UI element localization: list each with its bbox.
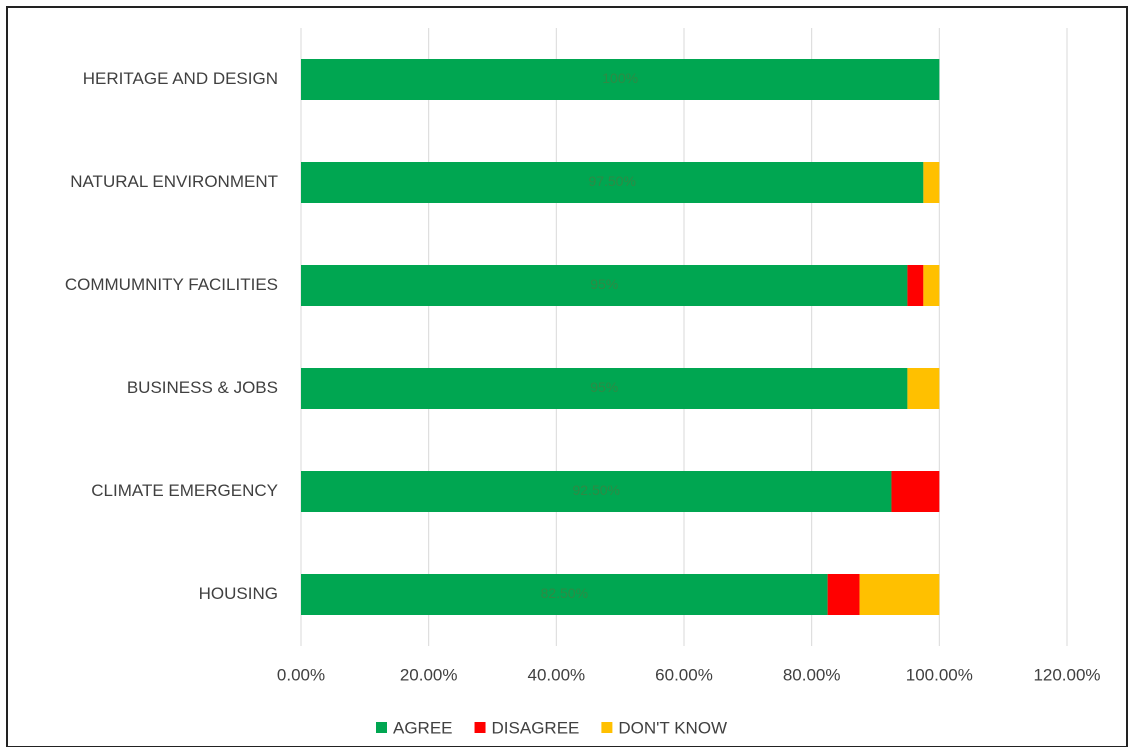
data-label: 95% [590, 276, 618, 292]
data-label: 92.50% [572, 482, 619, 498]
bar-segment [891, 471, 940, 512]
legend-label: DON'T KNOW [618, 718, 727, 737]
bar-segment [301, 574, 828, 615]
bar-segment [907, 368, 940, 409]
bar-segment [827, 574, 860, 615]
x-tick-label: 60.00% [655, 665, 713, 684]
x-tick-label: 40.00% [527, 665, 585, 684]
data-label: 100% [602, 70, 638, 86]
bar-segment [301, 265, 908, 306]
bar-segment [907, 265, 924, 306]
y-tick-label: NATURAL ENVIRONMENT [70, 172, 278, 191]
x-tick-label: 80.00% [783, 665, 841, 684]
legend-swatch [376, 722, 387, 733]
y-tick-label: COMMUMNITY FACILITIES [65, 275, 278, 294]
y-tick-label: HERITAGE AND DESIGN [83, 69, 278, 88]
legend-label: AGREE [393, 718, 453, 737]
legend-swatch [601, 722, 613, 733]
x-tick-label: 100.00% [906, 665, 973, 684]
bar-segment [923, 162, 940, 203]
bar-segment [301, 368, 908, 409]
data-label: 97.50% [588, 173, 635, 189]
data-label: 95% [590, 379, 618, 395]
data-label: 82.50% [541, 585, 588, 601]
y-tick-label: BUSINESS & JOBS [127, 378, 278, 397]
bar-segment [301, 162, 924, 203]
y-tick-label: CLIMATE EMERGENCY [91, 481, 278, 500]
y-tick-label: HOUSING [199, 584, 278, 603]
x-tick-label: 120.00% [1033, 665, 1100, 684]
bar-segment [923, 265, 940, 306]
bar-segment [301, 471, 892, 512]
legend-swatch [474, 722, 486, 733]
x-tick-label: 0.00% [277, 665, 325, 684]
legend-label: DISAGREE [492, 718, 580, 737]
x-tick-label: 20.00% [400, 665, 458, 684]
bar-segment [301, 59, 940, 100]
bar-segment [859, 574, 940, 615]
